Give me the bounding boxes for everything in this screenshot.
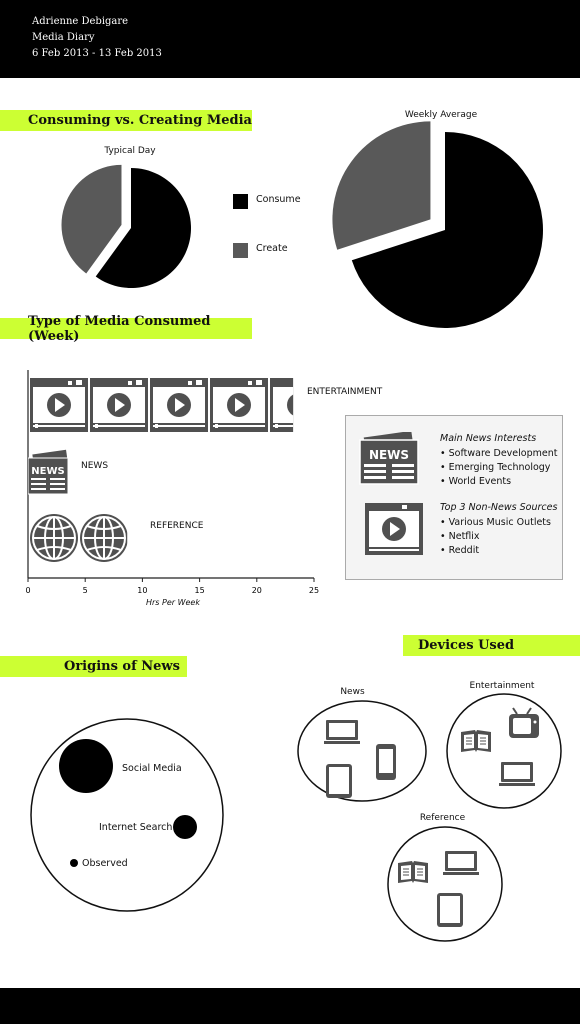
typical-day-slice-create [61,164,122,274]
weekly-average-slice-create [332,121,431,250]
legend-create-label: Create [256,243,288,254]
video-player-icon [365,503,423,555]
x-tick-label: 5 [83,586,88,595]
section-devices-used: Devices Used [403,635,580,656]
news-paper-icon: NEWS [28,449,69,495]
origins-of-news-bubble-chart [30,718,224,912]
bar-news: NEWS NEWS [28,449,116,495]
non-news-sources-title: Top 3 Non-News Sources [440,502,558,513]
source-item: • Netflix [440,531,480,542]
date-range: 6 Feb 2013 - 13 Feb 2013 [32,48,162,59]
tv-icon [509,707,539,738]
x-axis-ticks: 0 5 10 15 20 25 [25,578,319,595]
bubble-observed [70,859,78,867]
book-icon [461,730,491,752]
typical-day-title: Typical Day [104,146,156,156]
laptop-icon [499,762,535,786]
devices-news-label: News [340,687,365,697]
laptop-icon [324,720,360,744]
phone-icon [376,744,396,780]
origin-label-internet-search: Internet Search [99,822,173,833]
svg-text:NEWS: NEWS [31,466,64,477]
typical-day-pie [61,164,191,288]
non-news-sources-list: • Various Music Outlets • Netflix • Redd… [440,516,551,558]
video-player-icon [30,378,88,432]
x-tick-label: 0 [25,586,30,595]
category-label-reference: REFERENCE [150,521,204,531]
origin-label-observed: Observed [82,858,128,869]
section-type-consumed: Type of Media Consumed (Week) [0,314,252,344]
bubble-internet-search [173,815,197,839]
x-tick-label: 20 [252,586,262,595]
laptop-icon [443,851,479,875]
media-consumed-bar-chart: 0 5 10 15 20 25 [25,370,319,595]
weekly-average-title: Weekly Average [404,110,478,120]
weekly-average-slice-consume [351,132,543,328]
section-consuming-vs-creating: Consuming vs. Creating Media [0,110,252,131]
bar-reference [30,514,128,562]
section-origins-of-news: Origins of News [0,656,187,677]
origin-label-social-media: Social Media [122,763,182,774]
source-item: • Various Music Outlets [440,517,551,528]
bar-entertainment [30,378,294,432]
page-header: Adrienne Debigare Media Diary 6 Feb 2013… [0,0,580,78]
news-interest-item: • World Events [440,476,512,487]
devices-news-group [297,700,427,802]
video-player-icon [270,378,294,432]
legend-create-swatch [233,243,248,258]
weekly-average-pie [332,121,543,328]
video-player-icon [150,378,208,432]
news-paper-icon: NEWS [359,432,419,485]
globe-icon [80,514,128,562]
category-label-entertainment: ENTERTAINMENT [307,387,383,397]
news-interests-title: Main News Interests [440,433,537,444]
origins-outer-circle [30,718,224,912]
devices-entertainment-group [446,693,562,809]
interests-info-box: NEWS Main News Interests • Software Deve… [345,415,563,580]
x-tick-label: 10 [137,586,147,595]
globe-icon [30,514,78,562]
video-player-icon [90,378,148,432]
legend-consume-swatch [233,194,248,209]
devices-entertainment-label: Entertainment [469,681,535,691]
page-footer [0,988,580,1024]
x-tick-label: 15 [195,586,205,595]
news-interest-item: • Emerging Technology [440,462,551,473]
x-tick-label: 25 [309,586,319,595]
book-icon [398,861,428,883]
author-name: Adrienne Debigare [32,16,129,27]
news-interest-item: • Software Development [440,448,558,459]
tablet-icon [326,764,352,798]
news-interests-list: • Software Development • Emerging Techno… [440,447,557,489]
video-player-icon [210,378,268,432]
tablet-icon [437,893,463,927]
bubble-social-media [59,739,113,793]
source-item: • Reddit [440,545,480,556]
typical-day-slice-consume [95,168,191,288]
news-icon-text: NEWS [369,448,409,462]
devices-reference-label: Reference [419,813,466,823]
diary-title: Media Diary [32,32,95,43]
category-label-news: NEWS [81,461,109,471]
legend-consume-label: Consume [256,194,301,205]
news-paper-icon: NEWS [74,450,116,494]
devices-reference-group [387,826,503,942]
x-axis-label: Hrs Per Week [146,598,200,607]
